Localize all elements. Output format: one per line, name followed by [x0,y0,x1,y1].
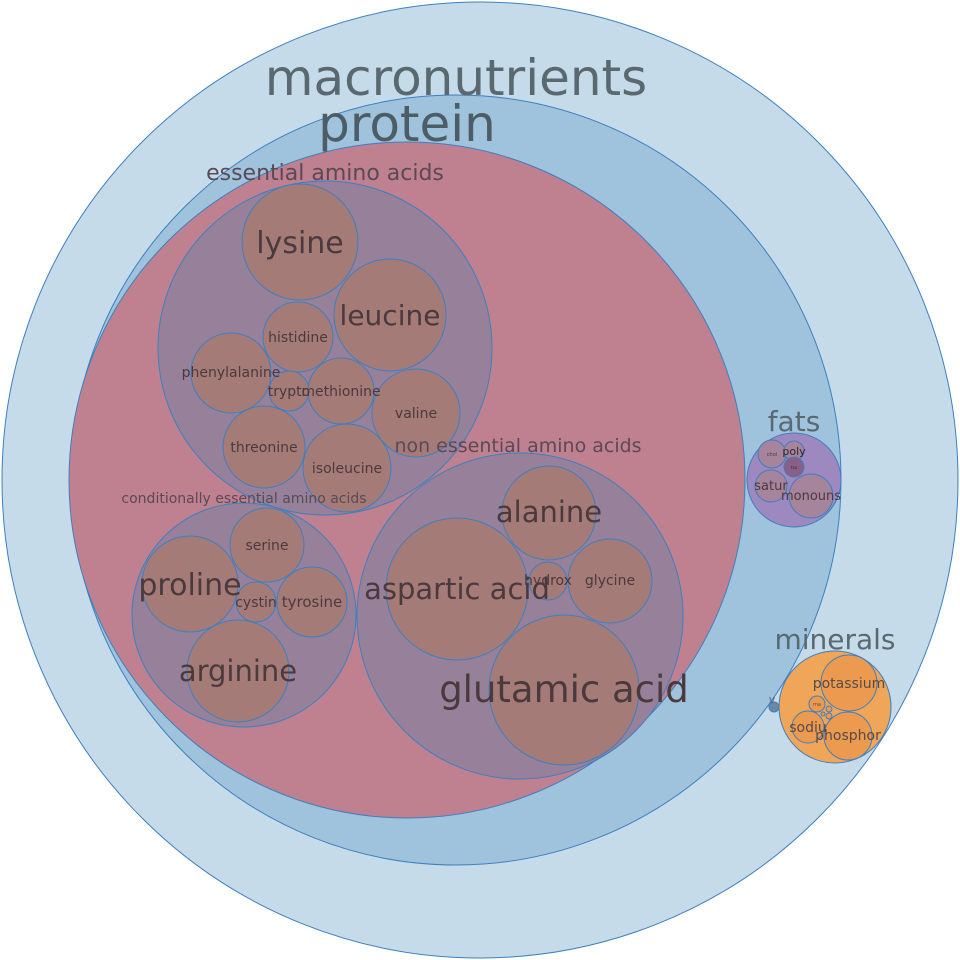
monounsaturated-circle [788,473,834,519]
lysine-label: lysine [256,226,344,261]
non-essential-label: non essential amino acids [394,435,641,457]
minerals-label: minerals [774,623,895,656]
macronutrients-label: macronutrients [265,49,647,107]
leucine-label: leucine [340,299,441,332]
mineral-tiny-circle-2 [825,712,833,720]
essential-amino-acids-label: essential amino acids [206,161,444,186]
cholesterol-label: chol [767,452,777,458]
valine-circle [371,368,461,458]
methionine-label: methionine [301,384,380,400]
sodium-circle [791,710,825,744]
hydroxyproline-label: hydrox [524,573,572,589]
hydroxyproline-circle [528,561,568,601]
threonine-circle [222,405,306,489]
vitamins-label: v [769,693,776,706]
phenylalanine-label: phenylalanine [182,365,281,381]
alanine-label: alanine [496,495,602,529]
threonine-label: threonine [230,440,297,456]
sodium-label: sodiu [789,720,827,736]
tyrosine-label: tyrosine [282,593,343,611]
alanine-circle [501,465,597,561]
proline-circle [141,535,239,633]
cystine-circle [235,581,277,623]
saturated-circle [754,469,788,503]
histidine-label: histidine [268,330,328,346]
conditionally-essential-label: conditionally essential amino acids [121,491,366,507]
phenylalanine-circle [190,332,272,414]
polyunsaturated-label: poly [782,445,806,458]
serine-circle [229,507,305,583]
tyrosine-circle [276,566,348,638]
histidine-circle [262,301,334,373]
valine-label: valine [395,406,437,422]
aspartic-acid-circle [385,517,529,661]
potassium-circle [820,654,878,712]
trans-fat-circle [783,456,805,478]
glutamic-acid-label: glutamic acid [439,668,689,711]
cystine-label: cystin [235,595,277,611]
isoleucine-circle [302,423,392,513]
proline-label: proline [138,568,241,603]
glycine-circle [567,538,653,624]
isoleucine-label: isoleucine [312,461,382,477]
potassium-label: potassium [813,676,886,692]
fats-label: fats [768,405,821,438]
magnesium-circle [808,695,826,713]
mineral-tiny-circle-1 [825,705,833,713]
vitamins-circle [768,701,780,713]
serine-label: serine [245,538,288,554]
mineral-tiny-circle-3 [820,711,826,717]
phosphorus-circle [823,711,873,761]
protein-label: protein [318,95,496,153]
tryptophan-label: trypto [268,384,310,400]
aspartic-acid-label: aspartic acid [364,572,550,606]
arginine-circle [186,619,290,723]
lysine-circle [241,183,359,301]
trans-fat-label: tra [791,465,797,470]
monounsaturated-label: monouns [781,489,841,504]
glycine-label: glycine [585,573,635,589]
arginine-label: arginine [179,654,297,688]
phosphorus-label: phosphor [815,728,881,744]
saturated-label: satur [754,479,788,494]
leucine-circle [333,258,447,372]
magnesium-label: ma [813,702,821,708]
glutamic-acid-circle [488,614,640,766]
